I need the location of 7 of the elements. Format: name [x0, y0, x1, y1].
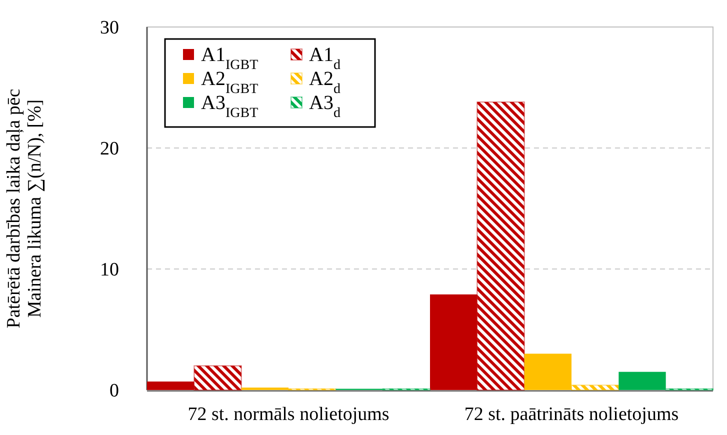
- y-tick-label: 0: [110, 380, 119, 402]
- x-tick-label: 72 st. paātrināts nolietojums: [464, 404, 679, 425]
- y-tick-label: 10: [100, 260, 119, 281]
- x-tick-label: 72 st. normāls nolietojums: [188, 404, 390, 425]
- y-tick-label: 20: [100, 138, 119, 160]
- y-axis-title: Patērētā darbības laika daļa pēc Mainera likuma ∑(n/N), [%]: [4, 88, 46, 328]
- y-tick-label: 30: [100, 18, 119, 39]
